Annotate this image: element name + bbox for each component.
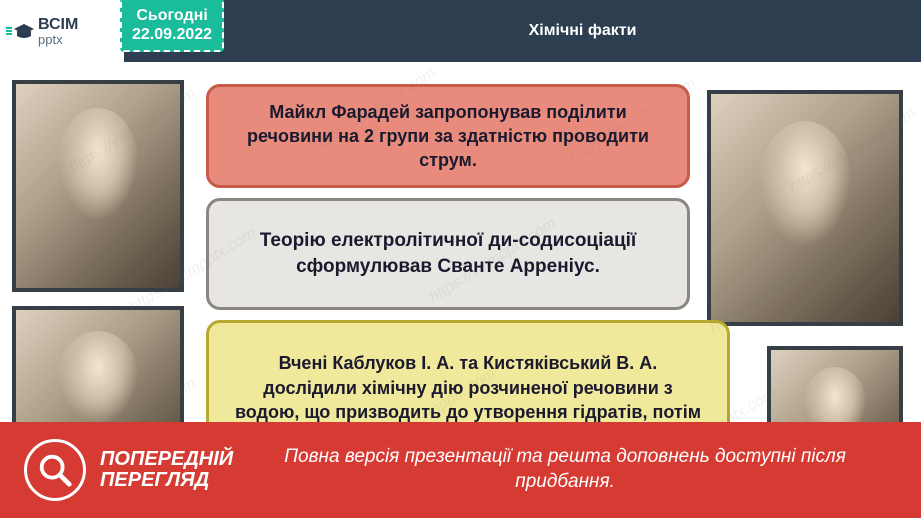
fact-box-2: Теорію електролітичної ди-содисоціації с… xyxy=(206,198,690,310)
portrait-arrhenius xyxy=(707,90,903,326)
logo-text: ВСІМ pptx xyxy=(38,17,78,46)
date-line2: 22.09.2022 xyxy=(132,25,212,44)
fact-1-text: Майкл Фарадей запропонував поділити речо… xyxy=(231,100,665,173)
preview-label-line1: ПОПЕРЕДНІЙ xyxy=(100,449,233,470)
logo-line1: ВСІМ xyxy=(38,17,78,33)
magnifier-icon xyxy=(24,439,86,501)
logo-line2: pptx xyxy=(38,33,78,46)
preview-banner: ПОПЕРЕДНІЙ ПЕРЕГЛЯД Повна версія презент… xyxy=(0,422,921,518)
fact-2-text: Теорію електролітичної ди-содисоціації с… xyxy=(231,228,665,279)
date-line1: Сьогодні xyxy=(132,6,212,25)
portrait-faraday xyxy=(12,80,184,292)
preview-label-line2: ПЕРЕГЛЯД xyxy=(100,470,233,491)
preview-label: ПОПЕРЕДНІЙ ПЕРЕГЛЯД xyxy=(100,449,233,491)
page-title: Хімічні факти xyxy=(244,22,921,40)
logo-block: ВСІМ pptx xyxy=(0,0,124,62)
logo-icon xyxy=(6,21,34,41)
header-bar: ВСІМ pptx Сьогодні 22.09.2022 Хімічні фа… xyxy=(0,0,921,62)
date-badge: Сьогодні 22.09.2022 xyxy=(120,0,224,52)
fact-box-1: Майкл Фарадей запропонував поділити речо… xyxy=(206,84,690,188)
preview-text: Повна версія презентації та решта доповн… xyxy=(233,445,897,494)
